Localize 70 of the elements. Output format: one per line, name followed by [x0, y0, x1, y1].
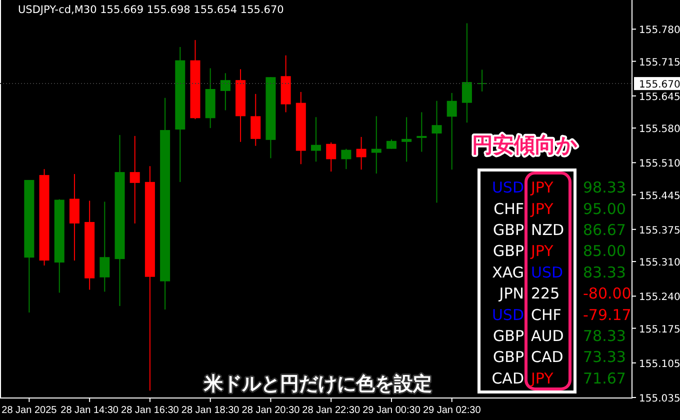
candlestick	[341, 148, 352, 170]
candlestick	[220, 72, 230, 111]
y-tick-label: 155.510	[639, 158, 680, 170]
candlestick	[371, 116, 382, 174]
x-tick-label: 28 Jan 16:30	[121, 405, 180, 416]
annotation: 83.33	[583, 263, 626, 282]
candlestick	[462, 22, 472, 124]
category-label: USD	[531, 263, 564, 282]
y-tick-label: 155.715	[639, 57, 680, 68]
annotation: 98.33	[583, 178, 626, 197]
category-label: 225	[531, 284, 560, 303]
annotation: 85.00	[583, 242, 626, 260]
category-label: CHF	[494, 200, 524, 218]
y-tick-label: 155.445	[639, 190, 680, 202]
y-tick-label: 155.580	[639, 124, 680, 136]
y-tick-label: 155.105	[639, 358, 680, 370]
category-label: CAD	[531, 348, 564, 366]
x-tick-label: 28 Jan 2025	[2, 405, 58, 416]
candlestick	[250, 93, 261, 146]
text: 円安傾向か	[472, 133, 578, 157]
category-label: GBP	[493, 348, 524, 366]
x-tick-label: 28 Jan 20:30	[242, 405, 300, 416]
category-label: AUD	[531, 327, 564, 345]
x-tick-label: 29 Jan 02:30	[422, 405, 482, 416]
chart-title: USDJPY-cd,M30 155.669 155.698 155.654 155.670	[18, 4, 284, 16]
candlestick	[311, 116, 321, 162]
annotation: 86.67	[583, 221, 626, 239]
annotation: 95.00	[583, 200, 626, 218]
annotation: -80.00	[583, 284, 632, 303]
y-tick-label: 155.375	[639, 225, 680, 236]
x-tick-label: 28 Jan 22:30	[302, 405, 360, 416]
category-label: GBP	[493, 221, 524, 239]
candlestick	[326, 142, 336, 172]
category-label: JPY	[531, 369, 554, 388]
category-label: USD	[492, 306, 524, 324]
annotation: 78.33	[583, 327, 626, 345]
category-label: CAD	[492, 369, 524, 388]
candlestick	[402, 116, 412, 162]
annotation: 71.67	[583, 369, 626, 388]
category-label: XAG	[492, 263, 524, 282]
y-tick-label: 155.035	[639, 394, 680, 405]
y-tick-label: 155.240	[639, 292, 680, 304]
category-label: JPY	[531, 242, 554, 260]
annotation: -79.17	[583, 306, 632, 324]
candlestick	[130, 135, 140, 224]
y-tick-label: 155.780	[639, 25, 680, 36]
category-label: GBP	[493, 327, 524, 345]
x-tick-label: 28 Jan 14:30	[60, 405, 119, 416]
x-tick-label: 29 Jan 00:30	[362, 405, 421, 416]
candlestick	[100, 201, 110, 292]
annotation: 73.33	[583, 348, 626, 366]
candlestick	[476, 69, 488, 92]
candlestick	[446, 92, 457, 170]
category-label: CHF	[531, 306, 562, 324]
candlestick	[432, 100, 442, 204]
x-tick-label: 28 Jan 18:30	[181, 405, 240, 416]
category-label: GBP	[493, 242, 524, 260]
category-label: JPY	[531, 178, 554, 197]
category-label: JPY	[531, 200, 554, 218]
category-label: NZD	[531, 221, 564, 239]
category-label: JPN	[499, 284, 524, 303]
annotation: 米ドルと円だけに色を設定	[203, 373, 432, 395]
y-tick-label: 155.175	[639, 324, 680, 336]
y-tick-label: 155.645	[639, 92, 680, 103]
y-tick-label: 155.310	[639, 258, 680, 269]
candlestick	[356, 136, 366, 170]
category-label: USD	[492, 178, 524, 197]
ref-line-label: 155.670	[639, 80, 680, 91]
candlestick	[416, 112, 427, 152]
candlestick	[386, 138, 396, 150]
